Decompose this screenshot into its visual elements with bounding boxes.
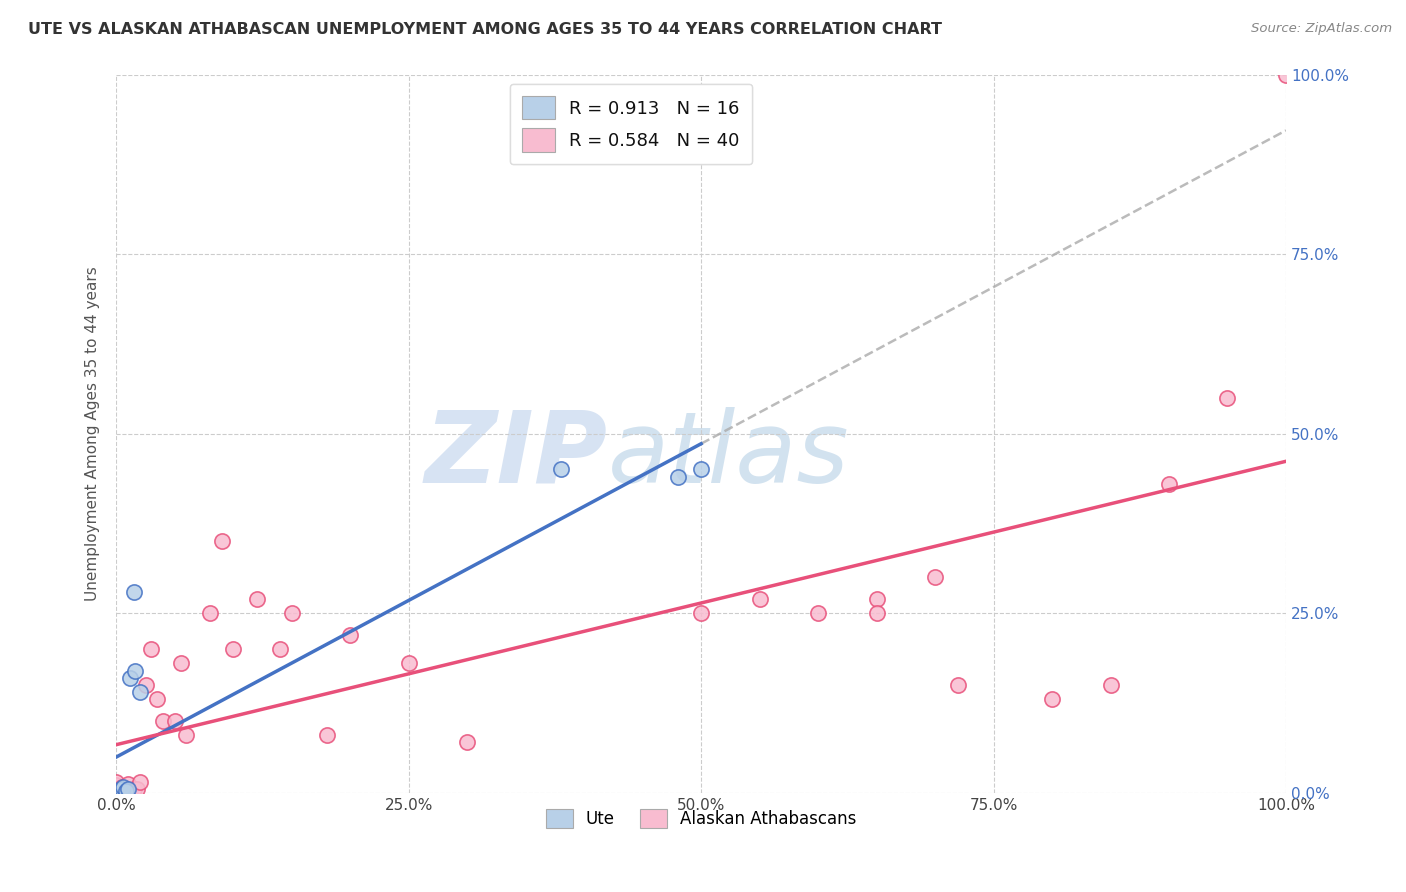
Point [550,462,572,476]
Point [105,782,128,797]
Point [117,782,139,797]
Point [146,692,169,706]
Point [112,782,135,797]
Point [117,777,139,791]
Point [105,783,128,797]
Point [924,570,946,584]
Legend: Ute, Alaskan Athabascans: Ute, Alaskan Athabascans [540,802,863,835]
Point [105,779,128,793]
Point [120,671,142,685]
Point [105,786,128,800]
Point [152,714,174,728]
Point [222,642,245,657]
Point [117,782,139,797]
Point [690,606,713,620]
Point [211,534,233,549]
Text: Source: ZipAtlas.com: Source: ZipAtlas.com [1251,22,1392,36]
Point [114,782,136,797]
Point [269,642,291,657]
Point [108,786,131,800]
Point [456,735,478,749]
Point [111,780,134,794]
Y-axis label: Unemployment Among Ages 35 to 44 years: Unemployment Among Ages 35 to 44 years [86,266,100,601]
Point [111,786,134,800]
Point [246,591,269,606]
Point [111,782,134,797]
Point [108,783,131,797]
Point [128,685,150,699]
Point [141,642,163,657]
Point [315,728,337,742]
Point [112,780,135,794]
Point [127,782,149,797]
Point [865,591,887,606]
Point [124,664,146,678]
Point [398,657,420,671]
Text: atlas: atlas [607,407,849,504]
Point [807,606,830,620]
Point [122,782,145,797]
Point [176,728,198,742]
Point [134,678,156,692]
Text: ZIP: ZIP [425,407,607,504]
Point [865,606,887,620]
Point [198,606,221,620]
Point [1157,476,1180,491]
Point [163,714,186,728]
Point [120,786,142,800]
Point [339,628,361,642]
Point [1099,678,1122,692]
Point [948,678,970,692]
Point [128,775,150,789]
Point [280,606,302,620]
Point [1275,68,1298,82]
Point [1040,692,1063,706]
Point [110,782,132,797]
Point [122,584,145,599]
Point [105,775,128,789]
Text: UTE VS ALASKAN ATHABASCAN UNEMPLOYMENT AMONG AGES 35 TO 44 YEARS CORRELATION CHA: UTE VS ALASKAN ATHABASCAN UNEMPLOYMENT A… [28,22,942,37]
Point [1216,391,1239,405]
Point [107,786,129,800]
Point [666,469,689,483]
Point [690,462,713,476]
Point [114,783,136,797]
Point [748,591,770,606]
Point [169,657,191,671]
